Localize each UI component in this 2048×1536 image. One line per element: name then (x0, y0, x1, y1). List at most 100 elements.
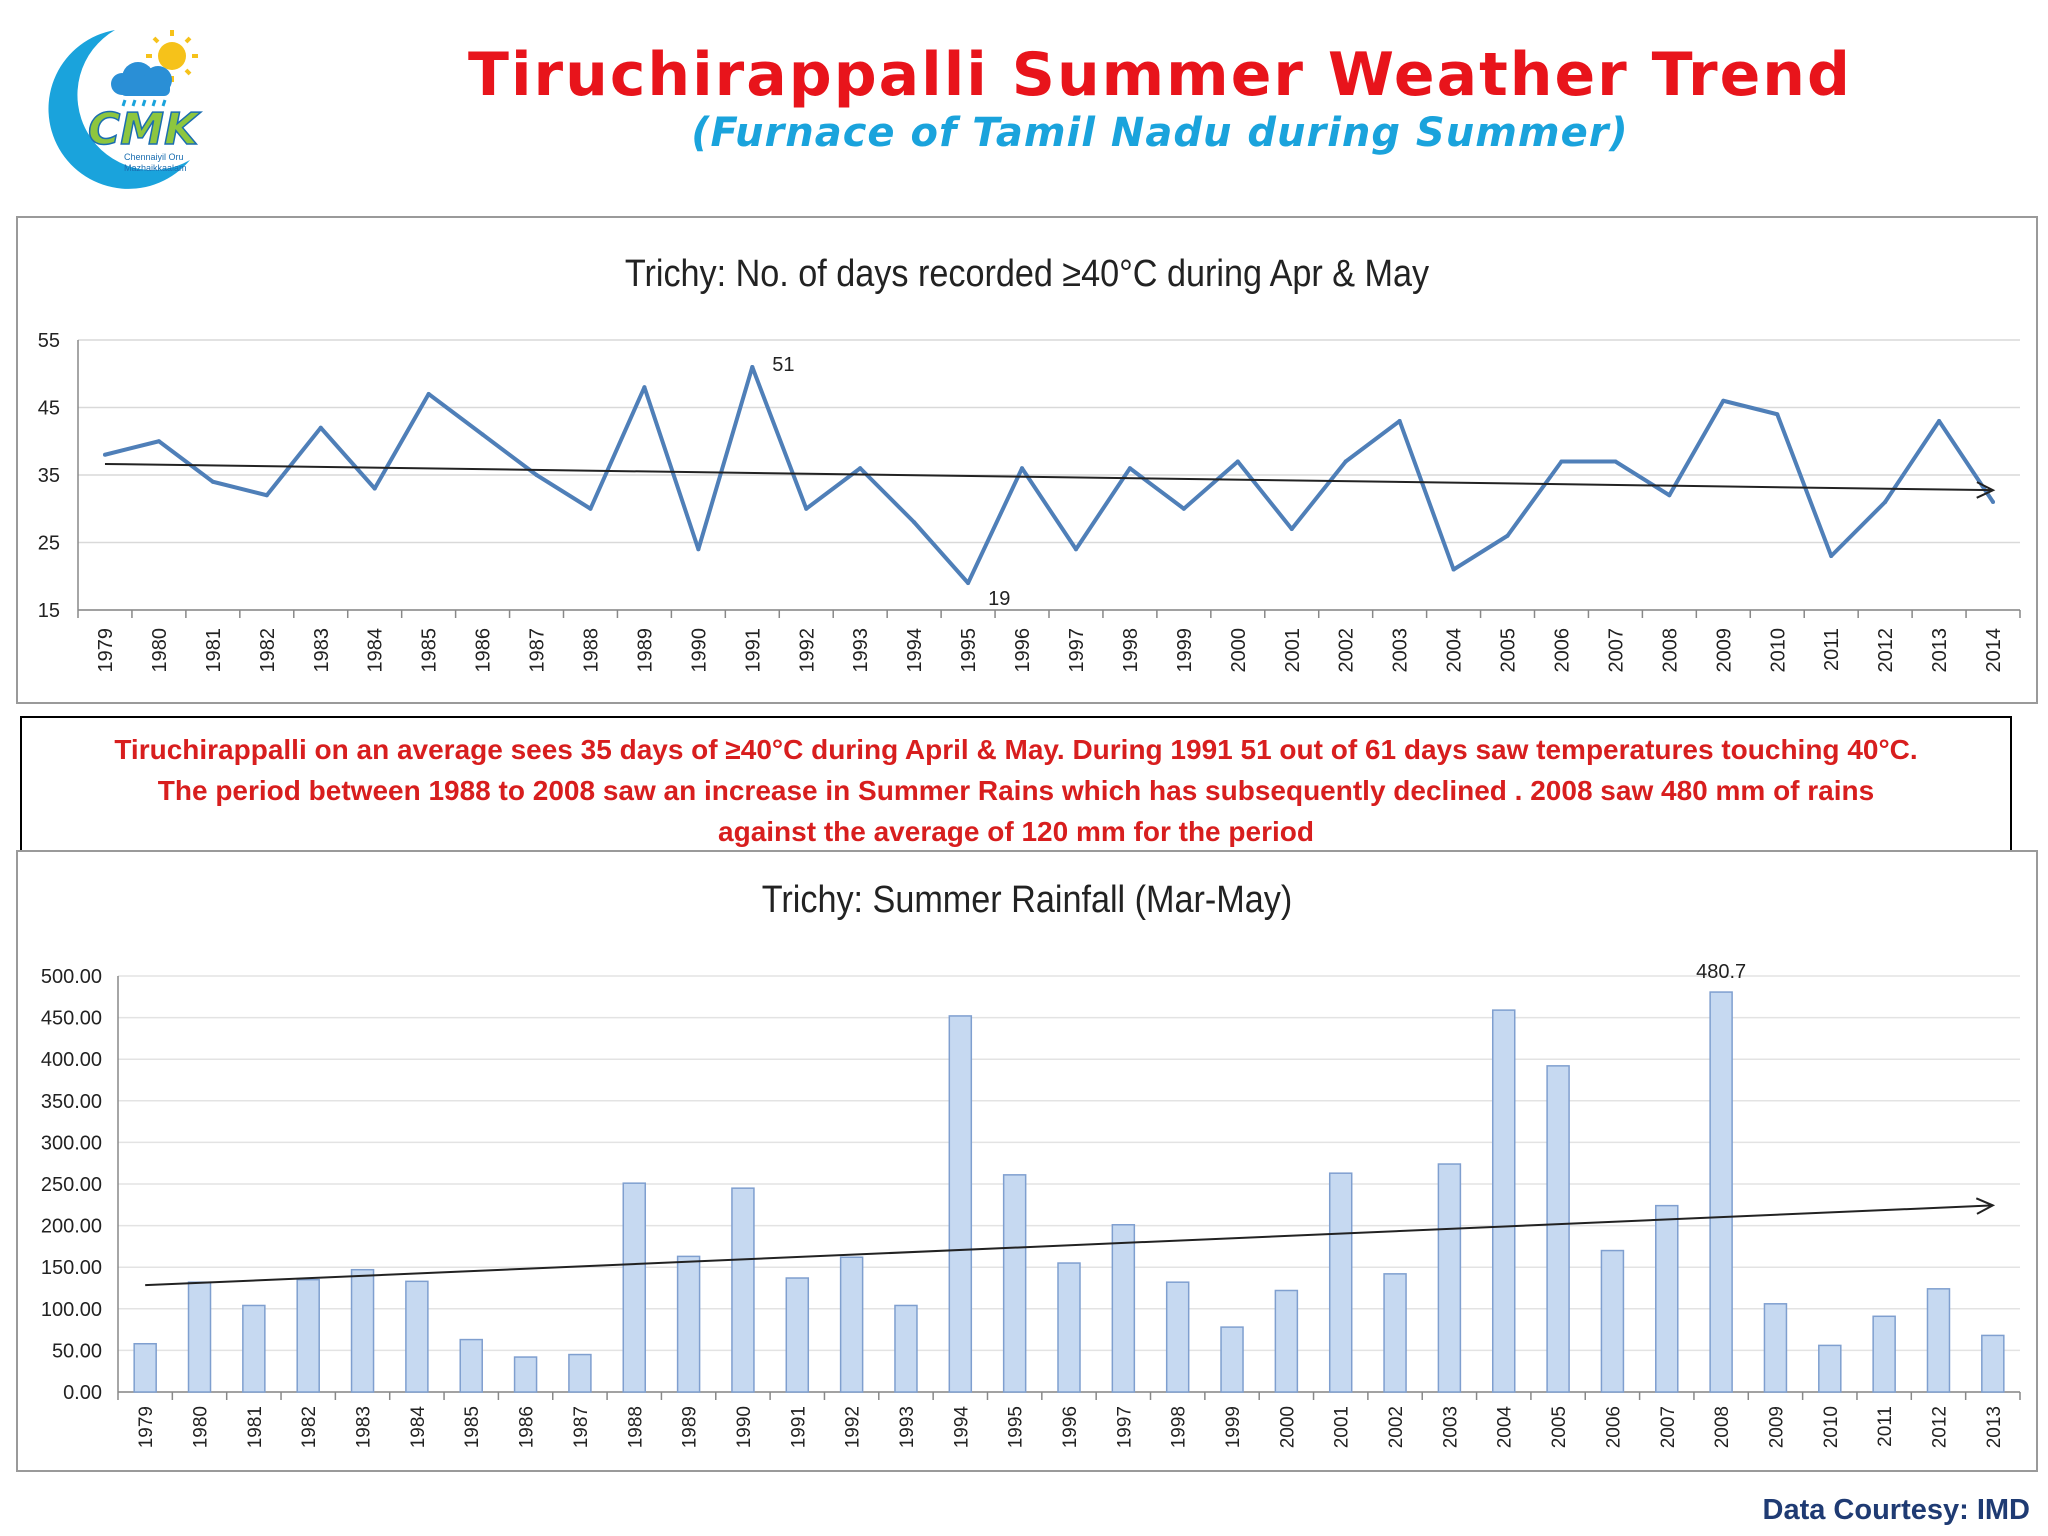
data-point (1235, 459, 1240, 464)
x-tick-label: 1987 (571, 1406, 592, 1448)
bar (1818, 1344, 1842, 1393)
y-tick-label: 15 (38, 600, 60, 622)
x-tick-label: 1991 (742, 628, 764, 673)
data-point (1127, 466, 1132, 471)
x-tick-label: 1999 (1223, 1406, 1244, 1448)
y-tick-label: 35 (38, 465, 60, 487)
x-tick-label: 1995 (958, 628, 980, 673)
x-tick-label: 1998 (1120, 628, 1142, 673)
x-tick-label: 2010 (1767, 628, 1789, 673)
x-tick-label: 1992 (843, 1406, 864, 1448)
bar (1600, 1249, 1625, 1393)
data-label: 480.7 (1696, 961, 1746, 983)
bar (676, 1255, 701, 1393)
logo-tagline-1: Chennaiyil Oru (124, 152, 184, 162)
x-tick-label: 1985 (419, 628, 441, 673)
data-point (480, 432, 485, 437)
y-tick-label: 500.00 (41, 966, 102, 988)
bar (1437, 1163, 1462, 1393)
bar (839, 1256, 864, 1393)
x-tick-label: 1997 (1114, 1406, 1135, 1448)
x-tick-label: 1983 (354, 1406, 375, 1448)
x-tick-label: 1994 (951, 1406, 972, 1449)
data-point (588, 506, 593, 511)
y-tick-label: 45 (38, 398, 60, 420)
x-tick-label: 1993 (897, 1406, 918, 1448)
x-tick-label: 1979 (136, 1406, 157, 1448)
trend-line (145, 1204, 1993, 1287)
x-tick-label: 1988 (625, 1406, 646, 1448)
y-tick-label: 55 (38, 330, 60, 352)
trend-line (104, 462, 1994, 492)
x-tick-label: 1979 (95, 628, 117, 673)
data-point (966, 581, 971, 585)
data-point (156, 439, 161, 444)
data-point (696, 547, 701, 552)
x-tick-label: 1989 (680, 1406, 701, 1448)
data-label: 51 (772, 354, 794, 376)
bar (1546, 1065, 1570, 1393)
x-tick-label: 1982 (257, 628, 279, 673)
data-courtesy: Data Courtesy: IMD (1762, 1494, 2031, 1526)
x-tick-label: 2001 (1332, 1406, 1353, 1448)
x-tick-label: 2005 (1549, 1406, 1570, 1448)
data-point (102, 452, 107, 457)
bar (1328, 1172, 1353, 1393)
data-point (426, 392, 431, 396)
logo: CMK Chennaiyil Oru Mazhaikkaalam (20, 20, 210, 190)
page-title: Tiruchirappalli Summer Weather Trend (468, 40, 1852, 110)
y-tick-label: 200.00 (41, 1216, 102, 1238)
x-tick-label: 2000 (1277, 1406, 1298, 1448)
x-tick-label: 2004 (1495, 1406, 1516, 1449)
bar (187, 1281, 212, 1393)
rainfall-bar-chart: Trichy: Summer Rainfall (Mar-May) 0.00 50.… (41, 877, 2021, 1449)
y-tick-label: 50.00 (52, 1340, 102, 1362)
x-tick-label: 2002 (1336, 628, 1358, 673)
x-tick-label: 2006 (1551, 628, 1573, 673)
x-tick-label: 1983 (311, 628, 333, 673)
trend-arrowhead (1975, 1197, 1996, 1215)
x-tick-label: 1982 (299, 1406, 320, 1448)
sun-icon (146, 30, 198, 82)
crescent-moon-icon (48, 30, 190, 189)
note-line-3: against the average of 120 mm for the pe… (718, 815, 1314, 847)
data-label: 19 (988, 588, 1010, 610)
y-tick-label: 250.00 (41, 1174, 102, 1196)
x-tick-label: 1986 (517, 1406, 538, 1448)
page-subtitle: (Furnace of Tamil Nadu during Summer) (691, 110, 1629, 156)
bar (948, 1015, 973, 1393)
bar (350, 1268, 375, 1393)
x-tick-label: 2004 (1444, 628, 1466, 673)
bar (894, 1304, 918, 1393)
x-tick-label: 1997 (1066, 628, 1088, 673)
data-point (1775, 412, 1780, 417)
data-point (1667, 493, 1672, 498)
y-tick-label: 300.00 (41, 1132, 102, 1154)
x-tick-label: 2008 (1712, 1406, 1733, 1448)
data-point (1829, 554, 1834, 558)
data-point (1721, 398, 1726, 403)
x-tick-label: 1992 (796, 628, 818, 673)
x-tick-label: 2010 (1821, 1406, 1842, 1448)
data-point (1559, 459, 1564, 464)
x-tick-label: 1991 (788, 1406, 809, 1448)
x-tick-label: 1985 (462, 1406, 483, 1448)
x-tick-label: 2012 (1929, 1406, 1950, 1448)
x-tick-label: 1996 (1012, 628, 1034, 673)
bar (1926, 1288, 1951, 1393)
x-tick-label: 2006 (1603, 1406, 1624, 1448)
logo-tagline-2: Mazhaikkaalam (124, 163, 187, 173)
bar (405, 1280, 429, 1393)
x-tick-label: 2011 (1821, 628, 1843, 671)
data-point (1883, 500, 1888, 504)
x-tick-label: 2009 (1766, 1406, 1787, 1448)
x-tick-label: 2013 (1984, 1406, 2005, 1448)
bar (1763, 1303, 1788, 1393)
bar (1383, 1273, 1407, 1393)
bar (1165, 1281, 1190, 1393)
x-tick-label: 1981 (203, 628, 225, 673)
x-tick-label: 1986 (473, 628, 495, 673)
data-point (750, 365, 755, 369)
y-tick-label: 450.00 (41, 1008, 102, 1030)
x-tick-label: 2011 (1875, 1406, 1896, 1447)
